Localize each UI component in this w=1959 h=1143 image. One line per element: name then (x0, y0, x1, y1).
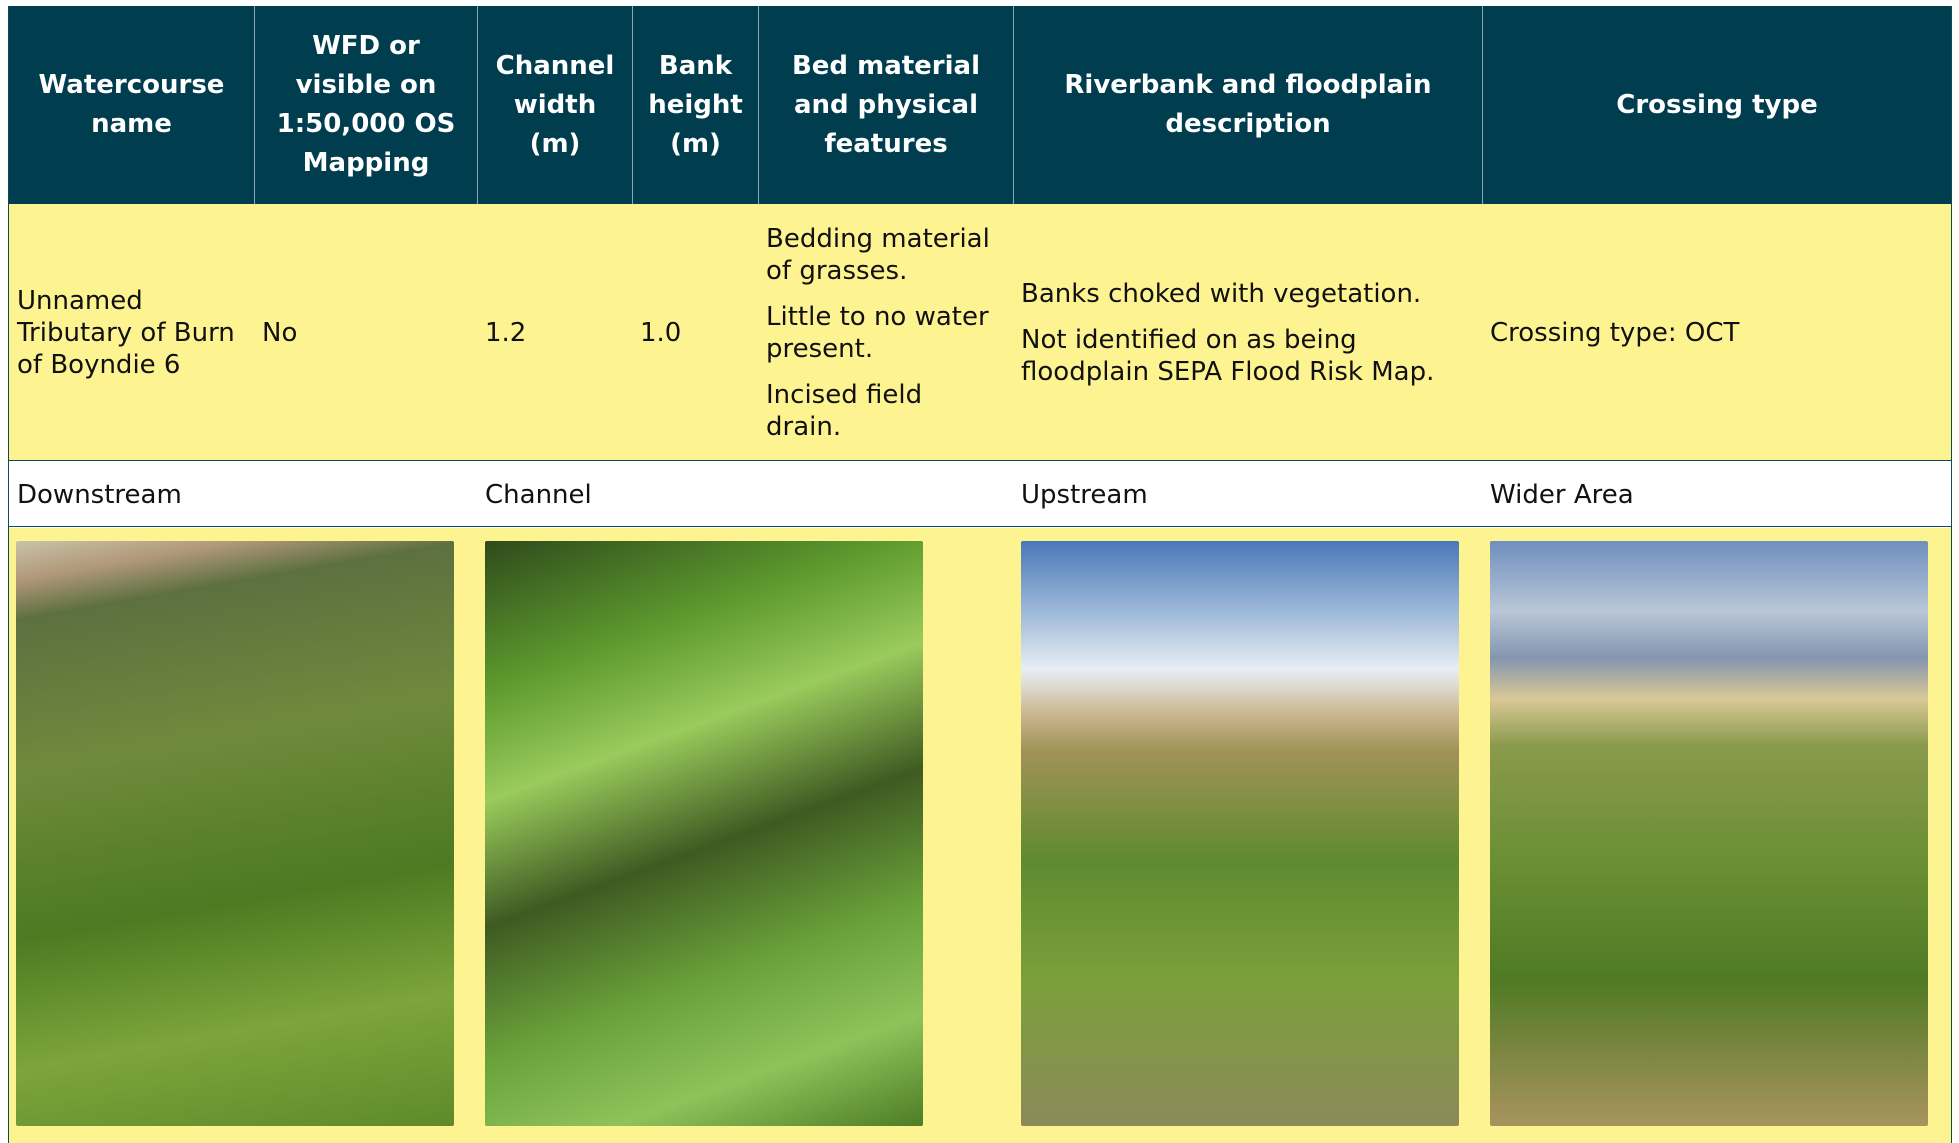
cell-text: Little to no water present. (766, 301, 1005, 365)
cell-text: Unnamed Tributary of Burn of Boyndie 6 (17, 285, 259, 381)
header-cell: Bank height (m) (632, 6, 758, 204)
photo-label: Wider Area (1482, 462, 1942, 527)
cell: 1.2 (477, 204, 632, 461)
header-cell: Bed material and physical features (758, 6, 1013, 204)
photo-label: Upstream (1013, 462, 1473, 527)
photo-label: Channel (477, 462, 937, 527)
page: {"header": {"columns": ["Watercourse nam… (0, 0, 1959, 1143)
photo-upstream (1021, 541, 1459, 1126)
cell-text: 1.0 (640, 317, 750, 349)
cell-text: Banks choked with vegetation. (1021, 278, 1474, 310)
photo-channel (485, 541, 923, 1126)
cell: Bedding material of grasses. Little to n… (758, 204, 1013, 461)
cell: Crossing type: OCT (1482, 204, 1951, 461)
cell-text: No (262, 317, 469, 349)
photo-wider-area (1490, 541, 1928, 1126)
header-cell: Channel width (m) (477, 6, 632, 204)
cell: No (254, 204, 477, 461)
cell: Unnamed Tributary of Burn of Boyndie 6 (9, 204, 259, 461)
cell-text: 1.2 (485, 317, 624, 349)
header-cell: Crossing type (1482, 6, 1951, 204)
cell-text: Bedding material of grasses. (766, 223, 1005, 287)
photo-label: Downstream (9, 462, 469, 527)
header-cell: WFD or visible on 1:50,000 OS Mapping (254, 6, 477, 204)
cell: 1.0 (632, 204, 758, 461)
header-cell: Riverbank and floodplain description (1013, 6, 1482, 204)
header-cell: Watercourse name (9, 6, 254, 204)
cell-text: Crossing type: OCT (1490, 317, 1943, 349)
photo-downstream (16, 541, 454, 1126)
cell-text: Incised field drain. (766, 379, 1005, 443)
cell-text: Not identified on as being floodplain SE… (1021, 324, 1474, 388)
cell: Banks choked with vegetation. Not identi… (1013, 204, 1482, 461)
